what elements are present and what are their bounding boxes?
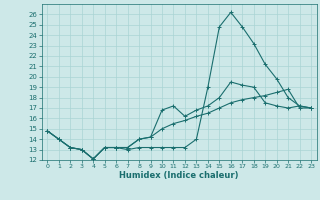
- X-axis label: Humidex (Indice chaleur): Humidex (Indice chaleur): [119, 171, 239, 180]
